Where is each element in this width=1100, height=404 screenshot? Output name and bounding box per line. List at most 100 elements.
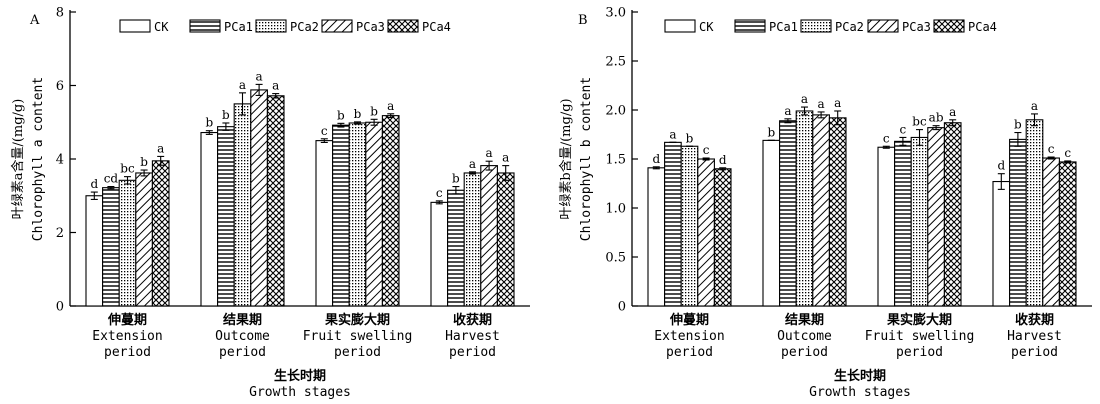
bar-pca3-3	[365, 121, 383, 307]
bar-pca3-4	[480, 165, 498, 307]
error-bar	[719, 167, 727, 171]
error-bar	[435, 200, 443, 205]
x-tick-label-en-2: period	[666, 345, 713, 360]
significance-letter: bc	[120, 162, 135, 176]
significance-letter: c	[900, 122, 907, 136]
error-bar	[997, 173, 1005, 190]
significance-letter: b	[205, 116, 213, 130]
error-bar	[124, 176, 131, 185]
legend-swatch-pca3	[867, 19, 899, 33]
y-tick-label: 2	[56, 226, 64, 241]
significance-letter: a	[784, 104, 791, 118]
bar-pca1-1	[664, 141, 682, 307]
x-axis-label-zh: 生长时期	[834, 368, 886, 384]
error-bar	[949, 119, 957, 127]
x-tick-label-zh: 果实膨大期	[324, 312, 390, 328]
significance-letter: b	[222, 108, 230, 122]
significance-letter: a	[1031, 99, 1038, 113]
bar-pca1-2	[217, 126, 235, 307]
x-tick-label-zh: 结果期	[223, 312, 262, 328]
bar-pca3-2	[812, 114, 830, 307]
x-axis-label-en: Growth stages	[809, 385, 911, 400]
error-bar	[387, 113, 395, 119]
x-tick-label-en: Harvest	[445, 329, 500, 344]
significance-letter: c	[1064, 146, 1071, 160]
error-bar	[1014, 131, 1022, 147]
y-axis-label-en: Chlorophyll a content	[31, 77, 46, 241]
bar-ck-4	[992, 180, 1011, 307]
significance-letter: a	[387, 99, 394, 113]
legend-swatch-pca4	[933, 19, 965, 33]
significance-letter: d	[719, 153, 727, 167]
significance-letter: b	[1014, 118, 1022, 132]
error-bar	[801, 106, 808, 116]
legend-swatch-ck	[119, 19, 151, 33]
bar-pca2-3	[910, 136, 929, 307]
significance-letter: a	[669, 127, 676, 141]
y-tick-label: 1.5	[605, 153, 626, 168]
legend-label-pca3: PCa3	[902, 20, 931, 34]
y-tick-label: 0	[618, 300, 626, 315]
error-bar	[107, 186, 115, 190]
y-tick-label: 2.0	[605, 104, 626, 119]
x-tick-label-en: Fruit swelling	[865, 329, 975, 344]
bar-pca4-4	[1058, 161, 1077, 307]
error-bar	[469, 171, 476, 175]
x-tick-label-zh: 结果期	[785, 312, 824, 328]
legend-label-pca1: PCa1	[224, 20, 253, 34]
x-tick-label-zh: 伸蔓期	[107, 312, 147, 328]
x-axis-label-en: Growth stages	[249, 385, 351, 400]
bar-pca1-4	[1009, 138, 1027, 307]
bar-pca1-3	[894, 140, 912, 307]
significance-letter: ab	[929, 111, 944, 125]
bar-pca1-4	[447, 189, 465, 307]
legend-swatch-pca4	[387, 19, 419, 33]
y-tick-label: 4	[56, 153, 64, 168]
legend-swatch-pca1	[189, 19, 221, 33]
error-bar	[702, 157, 710, 161]
error-bar	[140, 169, 148, 177]
bar-pca4-1	[151, 160, 170, 307]
x-tick-label-en: Fruit swelling	[303, 329, 413, 344]
significance-letter: c	[436, 186, 443, 200]
error-bar	[834, 110, 842, 126]
error-bar	[1031, 113, 1038, 127]
x-tick-label-en-2: period	[1011, 345, 1058, 360]
error-bar	[485, 160, 493, 171]
legend-label-ck: CK	[699, 20, 714, 34]
panel-label: A	[29, 13, 40, 28]
bar-pca2-1	[118, 179, 137, 307]
legend-swatch-ck	[664, 19, 696, 33]
bar-ck-2	[762, 139, 781, 307]
error-bar	[157, 155, 165, 166]
error-bar	[916, 129, 923, 146]
significance-letter: b	[140, 155, 148, 169]
significance-letter: c	[321, 124, 328, 138]
error-bar	[354, 121, 361, 125]
y-tick-label: 0	[56, 300, 64, 315]
significance-letter: c	[1048, 142, 1055, 156]
error-bar	[255, 83, 263, 96]
y-tick-label: 8	[56, 6, 64, 21]
error-bar	[272, 93, 280, 99]
legend-label-pca4: PCa4	[968, 20, 997, 34]
x-tick-label-zh: 伸蔓期	[669, 312, 709, 328]
bar-ck-4	[430, 201, 449, 307]
significance-letter: c	[883, 131, 890, 145]
significance-letter: a	[272, 79, 279, 93]
error-bar	[652, 166, 660, 170]
chart-panel-B: B 0 0.5 1.0 1.5 2.0 2.5 3.0 叶绿素b含量/(mg/g) Chlorop…	[558, 6, 1092, 400]
y-tick-label: 6	[56, 79, 64, 94]
significance-letter: b	[686, 131, 694, 145]
y-axis-label-en: Chlorophyll b content	[579, 77, 594, 241]
y-axis-label-zh: 叶绿素a含量/(mg/g)	[10, 99, 26, 220]
x-tick-label-en: Outcome	[215, 329, 270, 344]
x-tick-label-zh: 收获期	[1015, 312, 1054, 328]
bar-ck-3	[315, 140, 334, 307]
x-tick-label-en: Harvest	[1007, 329, 1062, 344]
error-bar	[1064, 160, 1072, 164]
bar-pca3-3	[927, 127, 945, 307]
significance-letter: b	[370, 104, 378, 118]
significance-letter: a	[256, 69, 263, 83]
